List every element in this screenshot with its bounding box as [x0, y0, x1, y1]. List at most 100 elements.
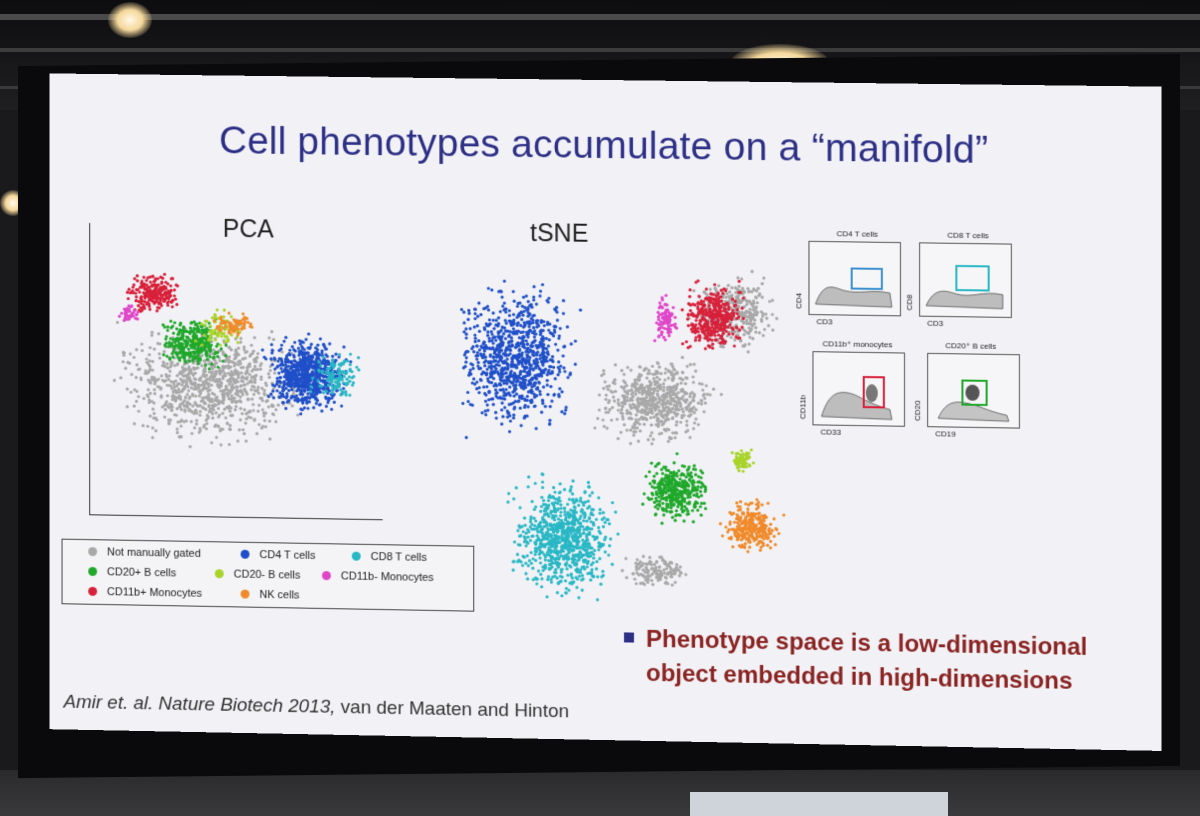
- scatter-point: [603, 425, 606, 428]
- scatter-point: [348, 394, 351, 397]
- scatter-point: [156, 342, 159, 345]
- scatter-point: [270, 343, 273, 346]
- scatter-point: [244, 422, 247, 425]
- scatter-point: [518, 336, 521, 339]
- scatter-point: [499, 310, 502, 313]
- scatter-point: [175, 327, 178, 330]
- scatter-point: [545, 347, 548, 350]
- scatter-point: [138, 291, 141, 294]
- scatter-point: [194, 378, 197, 381]
- scatter-point: [714, 334, 717, 337]
- scatter-point: [525, 544, 528, 547]
- scatter-point: [519, 406, 522, 409]
- scatter-point: [550, 581, 553, 584]
- scatter-point: [771, 299, 774, 302]
- scatter-point: [277, 372, 280, 375]
- scatter-point: [198, 414, 201, 417]
- scatter-point: [348, 375, 351, 378]
- scatter-point: [653, 339, 656, 342]
- scatter-point: [261, 387, 264, 390]
- scatter-point: [604, 550, 607, 553]
- scatter-point: [727, 284, 730, 287]
- scatter-point: [169, 320, 172, 323]
- venue-floor: [0, 770, 1200, 816]
- scatter-point: [326, 355, 329, 358]
- scatter-point: [626, 366, 629, 369]
- scatter-point: [495, 384, 498, 387]
- scatter-point: [570, 342, 573, 345]
- scatter-point: [460, 308, 463, 311]
- scatter-point: [525, 339, 528, 342]
- scatter-point: [211, 416, 214, 419]
- scatter-point: [171, 355, 174, 358]
- scatter-point: [135, 295, 138, 298]
- scatter-point: [503, 406, 506, 409]
- scatter-point: [694, 408, 697, 411]
- scatter-point: [503, 397, 506, 400]
- scatter-point: [284, 407, 287, 410]
- scatter-point: [497, 372, 500, 375]
- scatter-point: [512, 313, 515, 316]
- scatter-point: [216, 355, 219, 358]
- scatter-point: [513, 300, 516, 303]
- scatter-point: [639, 429, 642, 432]
- scatter-point: [253, 365, 256, 368]
- scatter-point: [475, 358, 478, 361]
- scatter-point: [761, 296, 764, 299]
- scatter-point: [492, 319, 495, 322]
- scatter-point: [754, 331, 757, 334]
- scatter-point: [556, 349, 559, 352]
- scatter-point: [623, 423, 626, 426]
- scatter-point: [476, 315, 479, 318]
- scatter-point: [563, 370, 566, 373]
- scatter-point: [742, 333, 745, 336]
- scatter-point: [658, 301, 661, 304]
- scatter-point: [173, 413, 176, 416]
- scatter-point: [660, 372, 663, 375]
- scatter-point: [257, 410, 260, 413]
- scatter-point: [501, 305, 504, 308]
- scatter-point: [243, 348, 246, 351]
- scatter-point: [272, 338, 275, 341]
- scatter-point: [269, 392, 272, 395]
- scatter-point: [700, 402, 703, 405]
- scatter-point: [153, 392, 156, 395]
- scatter-point: [224, 416, 227, 419]
- scatter-point: [656, 392, 659, 395]
- scatter-point: [616, 532, 619, 535]
- scatter-point: [733, 344, 736, 347]
- scatter-point: [141, 349, 144, 352]
- scatter-point: [465, 327, 468, 330]
- scatter-point: [268, 419, 271, 422]
- scatter-point: [629, 429, 632, 432]
- scatter-point: [208, 355, 211, 358]
- scatter-point: [239, 407, 242, 410]
- scatter-point: [152, 401, 155, 404]
- scatter-point: [119, 376, 122, 379]
- scatter-point: [558, 370, 561, 373]
- scatter-point: [227, 312, 230, 315]
- scatter-point: [606, 388, 609, 391]
- scatter-point: [140, 342, 143, 345]
- scatter-point: [652, 377, 655, 380]
- scatter-point: [565, 567, 568, 570]
- scatter-point: [310, 343, 313, 346]
- scatter-point: [141, 424, 144, 427]
- scatter-point: [202, 407, 205, 410]
- scatter-point: [187, 347, 190, 350]
- stage-light: [108, 2, 152, 38]
- scatter-point: [284, 363, 287, 366]
- scatter-point: [272, 396, 275, 399]
- scatter-point: [483, 364, 486, 367]
- scatter-point: [219, 344, 222, 347]
- scatter-point: [764, 313, 767, 316]
- scatter-point: [596, 417, 599, 420]
- scatter-point: [306, 407, 309, 410]
- scatter-point: [709, 292, 712, 295]
- scatter-point: [726, 292, 729, 295]
- scatter-point: [570, 485, 573, 488]
- scatter-point: [527, 405, 530, 408]
- scatter-point: [554, 501, 557, 504]
- scatter-point: [239, 418, 242, 421]
- scatter-point: [546, 379, 549, 382]
